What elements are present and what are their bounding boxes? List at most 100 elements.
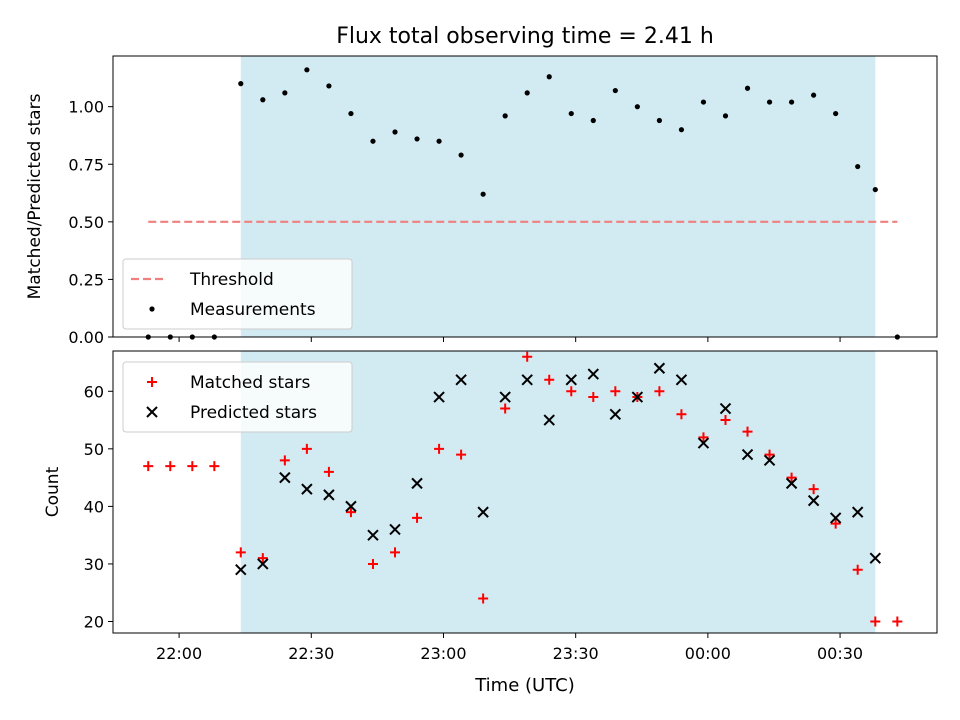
predicted-stars-point	[851, 506, 864, 518]
predicted-stars-point	[565, 374, 577, 386]
measurements-point	[568, 110, 574, 117]
measurements-point	[282, 90, 288, 96]
measurements-point	[414, 136, 420, 142]
legend-label: Threshold	[189, 270, 274, 290]
predicted-stars-point	[433, 391, 445, 403]
measurements-point	[700, 99, 707, 105]
predicted-stars-point	[521, 374, 533, 386]
measurements-point	[612, 87, 618, 94]
top-y-tick-label: 1.00	[68, 98, 104, 117]
predicted-stars-point	[279, 471, 291, 484]
predicted-stars-point	[609, 408, 622, 421]
matched-stars-point	[235, 547, 246, 558]
matched-stars-point	[654, 386, 665, 397]
measurements-point	[348, 110, 354, 117]
matched-stars-point	[786, 472, 797, 483]
bottom-y-tick-label: 40	[84, 497, 104, 516]
matched-stars-point	[209, 461, 220, 472]
legend-measurements-swatch	[149, 306, 155, 312]
measurements-point	[304, 67, 310, 73]
x-axis-label: Time (UTC)	[474, 675, 575, 696]
bottom-y-axis-label: Count	[43, 466, 63, 517]
matched-stars-point	[764, 449, 775, 460]
legend-label: Matched stars	[190, 373, 310, 393]
measurements-point	[656, 117, 662, 124]
matched-stars-point	[742, 426, 753, 437]
measurements-point	[524, 90, 530, 96]
matched-stars-point	[412, 512, 423, 523]
predicted-stars-point	[499, 391, 511, 403]
top-y-tick-label: 0.00	[68, 328, 104, 347]
measurements-point	[392, 129, 398, 135]
x-tick-label: 00:30	[817, 644, 863, 663]
predicted-stars-point	[807, 494, 820, 507]
chart-title: Flux total observing time = 2.41 h	[336, 24, 714, 49]
matched-stars-point	[588, 392, 599, 403]
measurements-point	[480, 191, 486, 197]
matched-stars-point	[434, 443, 445, 454]
measurements-point	[811, 92, 817, 98]
measurements-point	[238, 81, 244, 87]
x-tick-label: 23:00	[420, 644, 466, 663]
measurements-point	[458, 152, 464, 158]
measurements-point	[855, 163, 861, 170]
bottom-y-tick-label: 50	[84, 440, 104, 459]
matched-stars-point	[892, 616, 903, 627]
matched-stars-point	[367, 558, 378, 569]
predicted-stars-point	[829, 512, 842, 524]
top-y-tick-label: 0.25	[68, 270, 104, 289]
legend-label: Predicted stars	[190, 403, 317, 423]
measurements-point	[326, 83, 332, 89]
bottom-legend-box	[122, 361, 353, 433]
measurements-point	[590, 117, 596, 124]
matched-stars-point	[345, 507, 356, 518]
matched-stars-point	[870, 616, 881, 627]
panel-top: 0.00 0.25 0.50 0.75 1.00 Matched/Predicted st…	[25, 55, 938, 347]
predicted-stars-point	[587, 368, 600, 380]
matched-stars-point	[456, 449, 467, 460]
legend-predicted-stars-swatch	[146, 406, 158, 418]
matched-stars-point	[610, 386, 621, 397]
measurements-point	[678, 127, 685, 133]
measurements-point	[370, 138, 376, 144]
measurements-point	[833, 110, 839, 117]
predicted-stars-point	[653, 362, 666, 374]
x-tick-label: 22:00	[156, 644, 202, 663]
predicted-stars-point	[543, 414, 555, 426]
predicted-stars-point	[367, 529, 379, 541]
x-tick-label: 23:30	[553, 644, 599, 663]
predicted-stars-point	[455, 374, 467, 386]
predicted-stars-point	[323, 489, 335, 501]
top-axes-frame	[112, 55, 938, 338]
measurements-point	[722, 113, 729, 119]
predicted-stars-point	[389, 523, 401, 536]
predicted-stars-point	[675, 374, 688, 386]
x-tick-label: 22:30	[288, 644, 334, 663]
predicted-stars-point	[257, 558, 269, 570]
matched-stars-point	[830, 518, 841, 529]
matched-stars-point	[257, 553, 268, 564]
matched-stars-point	[720, 415, 731, 426]
predicted-stars-point	[741, 448, 754, 461]
legend-label: Measurements	[190, 300, 316, 320]
measurements-point	[502, 113, 508, 119]
measurements-point	[744, 85, 751, 91]
matched-stars-point	[698, 432, 709, 443]
matched-stars-point	[143, 461, 154, 472]
measurements-point	[788, 99, 795, 105]
matched-stars-point	[301, 443, 312, 454]
matched-stars-point	[478, 593, 489, 604]
top-y-tick-label: 0.50	[68, 213, 104, 232]
matched-stars-point	[323, 466, 334, 477]
predicted-stars-point	[477, 506, 489, 518]
matched-stars-point	[165, 461, 176, 472]
bottom-y-tick-label: 30	[84, 555, 104, 574]
predicted-stars-point	[631, 391, 644, 403]
predicted-stars-point	[869, 552, 882, 564]
measurements-point	[872, 186, 878, 193]
predicted-stars-point	[345, 500, 357, 513]
predicted-stars-point	[763, 454, 776, 467]
matched-stars-point	[500, 403, 511, 414]
matched-stars-point	[566, 386, 577, 397]
